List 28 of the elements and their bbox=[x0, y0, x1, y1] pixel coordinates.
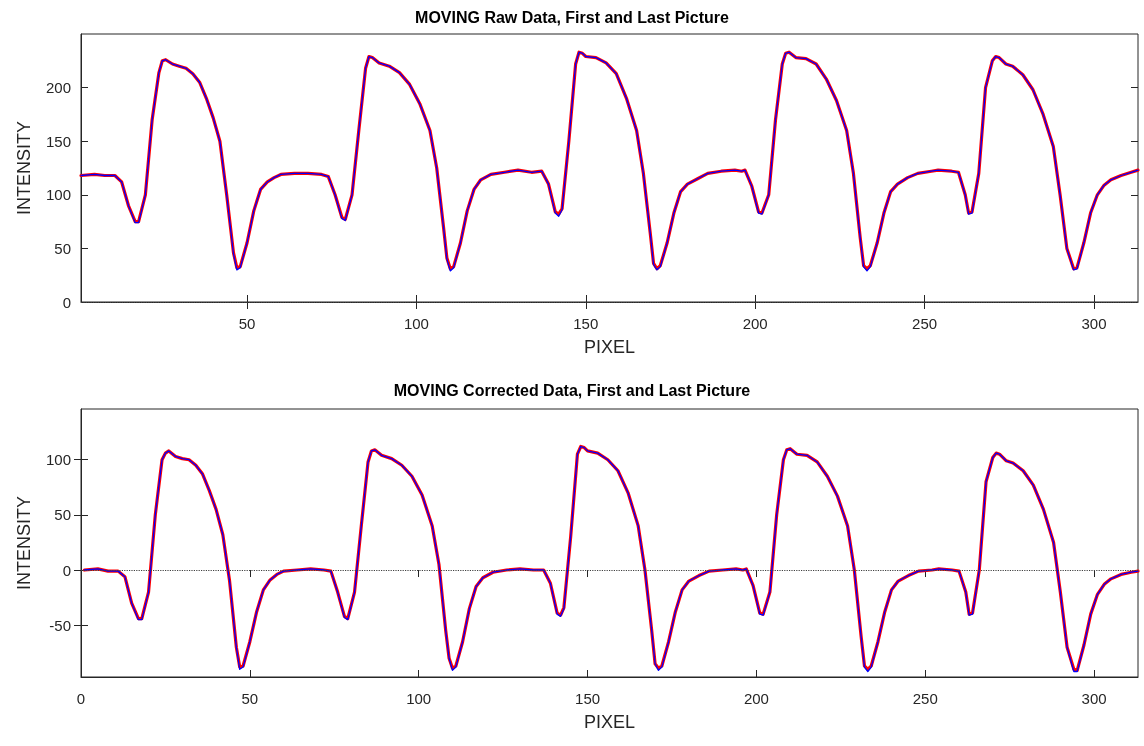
x-tick-label: 0 bbox=[76, 690, 86, 707]
x-tick-label: 300 bbox=[1081, 690, 1107, 707]
y-tick-label: 0 bbox=[62, 561, 71, 579]
x-tick-label: 150 bbox=[573, 315, 599, 332]
y-tick-label: 50 bbox=[54, 239, 71, 257]
chart-title: MOVING Raw Data, First and Last Picture bbox=[415, 8, 730, 26]
x-axis-title: PIXEL bbox=[583, 712, 636, 732]
x-tick-label: 200 bbox=[743, 690, 769, 707]
y-axis-title: INTENSITY bbox=[14, 120, 34, 216]
y-tick-label: -50 bbox=[49, 616, 71, 634]
x-tick-label: 150 bbox=[575, 690, 601, 707]
x-tick-label: 50 bbox=[238, 315, 256, 332]
x-tick-label: 300 bbox=[1081, 315, 1107, 332]
y-tick-label: 50 bbox=[54, 506, 71, 524]
x-tick-label: 100 bbox=[403, 315, 429, 332]
x-tick-label: 50 bbox=[241, 690, 259, 707]
y-axis-title: INTENSITY bbox=[14, 495, 34, 591]
y-tick-label: 0 bbox=[62, 293, 71, 311]
y-tick-label: 100 bbox=[45, 186, 71, 204]
y-tick-label: 200 bbox=[45, 79, 71, 97]
y-tick-label: 100 bbox=[45, 451, 71, 469]
x-axis-title: PIXEL bbox=[583, 337, 636, 357]
x-tick-label: 200 bbox=[742, 315, 768, 332]
x-tick-label: 250 bbox=[912, 315, 938, 332]
x-tick-label: 250 bbox=[912, 690, 938, 707]
chart-title: MOVING Corrected Data, First and Last Picture bbox=[393, 381, 751, 399]
x-tick-label: 100 bbox=[406, 690, 432, 707]
y-tick-label: 150 bbox=[45, 132, 71, 150]
